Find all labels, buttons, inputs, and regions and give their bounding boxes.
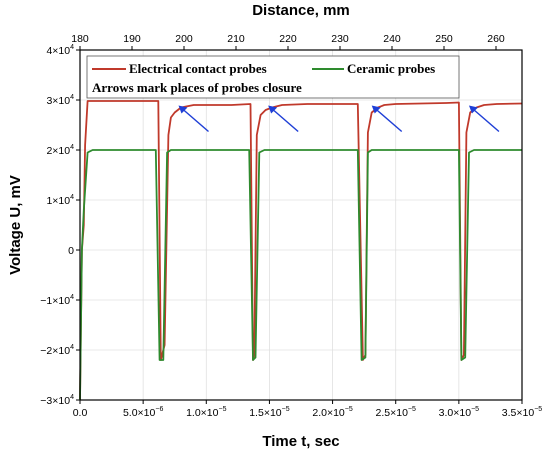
top-axis-title: Distance, mm <box>252 2 350 19</box>
y-tick-label: 1×104 <box>46 194 74 207</box>
x-tick-label: 1.5×10−5 <box>249 406 290 419</box>
top-x-tick-label: 180 <box>71 33 89 45</box>
top-x-tick-label: 250 <box>435 33 453 45</box>
top-x-tick-label: 240 <box>383 33 401 45</box>
plot-frame <box>79 49 523 401</box>
x-tick-label: 1.0×10−5 <box>186 406 227 419</box>
x-ticks: 0.0 5.0×10−6 1.0×10−5 1.5×10−5 2.0×10−5 2.5×1… <box>73 400 543 419</box>
closure-arrow-head <box>371 105 381 114</box>
y-tick-label: 3×104 <box>46 94 74 107</box>
closure-arrows <box>178 105 500 133</box>
legend-label-ceramic: Ceramic probes <box>347 61 435 76</box>
y-tick-label: −3×104 <box>40 394 74 407</box>
x-tick-label: 2.5×10−5 <box>376 406 417 419</box>
y-tick-label: 0 <box>68 245 74 257</box>
series-lines <box>79 100 523 401</box>
top-x-tick-label: 190 <box>123 33 141 45</box>
top-x-tick-label: 220 <box>279 33 297 45</box>
closure-arrow-head <box>178 105 188 114</box>
top-x-tick-label: 260 <box>487 33 505 45</box>
closure-arrow-head <box>268 105 278 114</box>
legend-box <box>86 55 460 99</box>
legend-label-electrical: Electrical contact probes <box>129 61 267 76</box>
closure-arrow <box>182 108 209 133</box>
series-line-electrical <box>79 100 523 401</box>
top-x-tick-label: 210 <box>227 33 245 45</box>
x-tick-label: 2.0×10−5 <box>312 406 353 419</box>
legend: Electrical contact probes Ceramic probes… <box>86 55 460 99</box>
y-axis-title: Voltage U, mV <box>7 175 24 275</box>
x-tick-label: 3.5×10−5 <box>502 406 543 419</box>
y-ticks: −3×104 −2×104 −1×104 0 1×104 2×104 3×104 4×104 <box>40 44 80 407</box>
closure-arrow <box>472 108 500 133</box>
top-x-tick-label: 200 <box>175 33 193 45</box>
legend-note: Arrows mark places of probes closure <box>92 80 302 95</box>
closure-arrow <box>271 108 299 133</box>
closure-arrow-head <box>468 105 478 114</box>
x-tick-label: 0.0 <box>73 407 88 419</box>
y-tick-label: 2×104 <box>46 144 74 157</box>
x-tick-label: 5.0×10−6 <box>123 406 164 419</box>
top-x-ticks: 180 190 200 210 220 230 240 250 260 <box>71 33 505 50</box>
series-line-ceramic <box>79 149 522 401</box>
y-tick-label: −2×104 <box>40 344 74 357</box>
x-tick-label: 3.0×10−5 <box>439 406 480 419</box>
top-x-tick-label: 230 <box>331 33 349 45</box>
y-tick-label: −1×104 <box>40 294 74 307</box>
closure-arrow <box>375 108 403 133</box>
x-axis-title: Time t, sec <box>262 433 339 450</box>
y-tick-label: 4×104 <box>46 44 74 57</box>
